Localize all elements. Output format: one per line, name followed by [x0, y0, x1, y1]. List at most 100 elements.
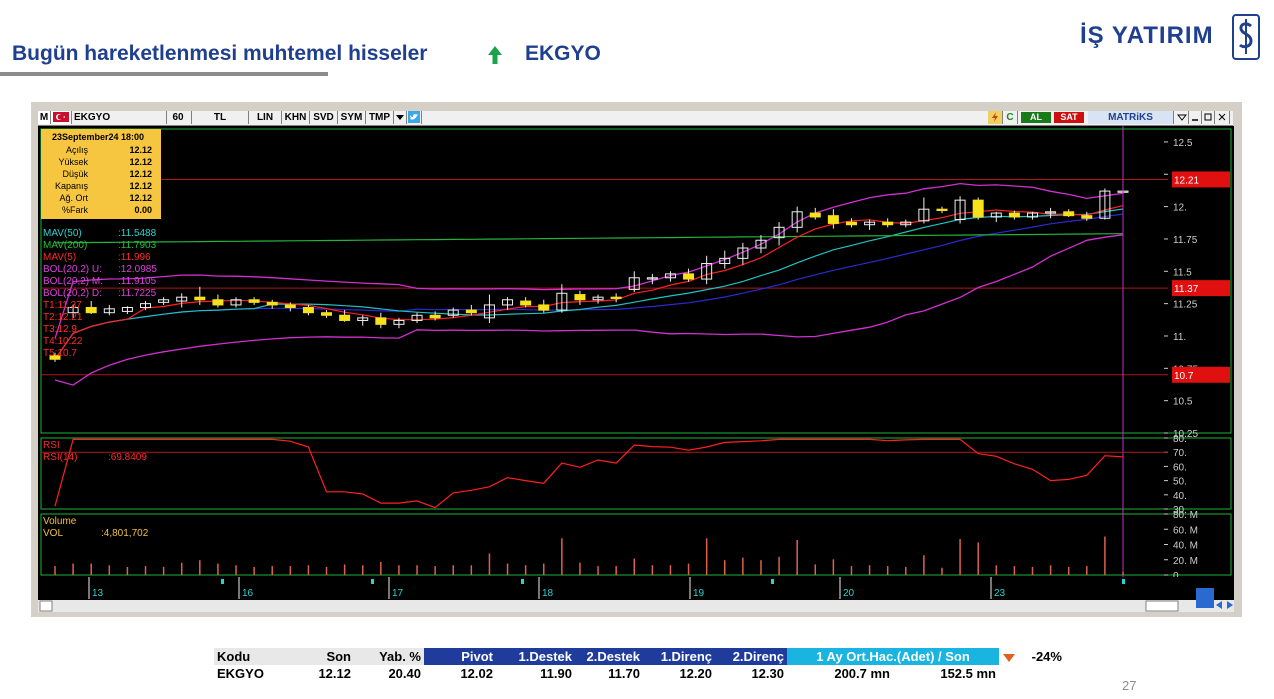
cell-kodu: EKGYO — [217, 666, 264, 681]
scroll-forward-icon — [1227, 601, 1233, 609]
info-box — [41, 129, 161, 219]
candle-body — [936, 208, 948, 211]
candle-body — [845, 221, 857, 226]
sym-button[interactable]: SYM — [338, 111, 366, 124]
candle-body — [158, 299, 170, 303]
candle-body — [1081, 215, 1093, 219]
rsi-title: RSI — [43, 440, 60, 451]
brand-logo-icon — [1232, 14, 1260, 60]
header-destek1: 1.Destek — [496, 648, 575, 665]
volume-tick-label: 0 — [1173, 571, 1179, 582]
volume-tick-label: 60. M — [1173, 525, 1198, 536]
period-field[interactable]: 60 — [165, 111, 192, 124]
target-label: T2:12.21 — [43, 312, 83, 323]
mav200-line — [54, 233, 1124, 244]
page-ticker: EKGYO — [525, 42, 601, 65]
m-button[interactable]: M — [38, 111, 51, 124]
candle-body — [791, 211, 803, 228]
maximize-icon[interactable] — [1202, 111, 1215, 124]
buy-button[interactable]: AL — [1021, 112, 1051, 123]
volume-title: Volume — [43, 516, 77, 527]
candle-body — [646, 277, 658, 280]
candle-body — [1008, 212, 1020, 218]
cell-direnc2: 12.30 — [751, 666, 784, 681]
price-tick-label: 11.5 — [1173, 267, 1192, 278]
horizontal-scrollbar — [38, 600, 1234, 612]
level-label: 11.37 — [1174, 284, 1199, 295]
c-button[interactable]: C — [1003, 111, 1018, 124]
info-box-label: %Fark — [62, 205, 89, 215]
volume-tick-label: 20. M — [1173, 556, 1198, 567]
candle-body — [1063, 211, 1075, 217]
candle-body — [538, 304, 550, 311]
volume-change: -24% — [999, 648, 1075, 665]
rsi-tick-label: 80. — [1173, 434, 1187, 445]
window-menu-icon[interactable] — [1176, 111, 1189, 124]
flag-icon[interactable] — [51, 111, 72, 124]
candle-body — [49, 354, 61, 360]
time-tick-label: 19 — [693, 588, 705, 599]
tmp-button[interactable]: TMP — [366, 111, 394, 124]
volume-change-value: -24% — [1031, 649, 1062, 664]
mav5-line — [54, 205, 1124, 360]
lightning-icon[interactable] — [988, 111, 1003, 124]
twitter-icon[interactable] — [407, 111, 422, 124]
indicator-value: :11.7903 — [118, 240, 157, 251]
level-label: 10.7 — [1174, 371, 1194, 382]
indicator-value: :11.9105 — [118, 276, 157, 287]
target-label: T4:10.22 — [43, 336, 83, 347]
price-tick-label: 10.25 — [1173, 429, 1198, 440]
candle-body — [284, 304, 296, 309]
candle-body — [664, 273, 676, 279]
price-tick-label: 12.5 — [1173, 138, 1193, 149]
info-box-label: Kapanış — [55, 181, 89, 191]
indicator-label: MAV(50) — [43, 228, 82, 239]
volume-panel-border — [40, 513, 1232, 576]
sell-button[interactable]: SAT — [1054, 112, 1084, 123]
indicator-label: MAV(5) — [43, 252, 76, 263]
header-volume: 1 Ay Ort.Hac.(Adet) / Son — [787, 648, 999, 665]
candle-body — [140, 303, 152, 309]
candle-body — [628, 277, 640, 290]
down-triangle-icon — [1003, 653, 1015, 662]
info-box-value: 12.12 — [129, 145, 152, 155]
candle-body — [701, 263, 713, 280]
lin-button[interactable]: LIN — [249, 111, 282, 124]
price-panel-border — [40, 128, 1232, 434]
time-axis — [38, 577, 1234, 599]
refresh-button — [1196, 588, 1214, 608]
cell-direnc1: 12.20 — [679, 666, 712, 681]
candle-body — [266, 301, 278, 306]
currency-field[interactable]: TL — [192, 111, 249, 124]
rsi-panel-border — [40, 437, 1232, 510]
indicator-label: BOL(20,2) M: — [43, 276, 103, 287]
info-box-value: 12.12 — [129, 169, 152, 179]
rsi-series-label: RSI(14) — [43, 452, 77, 463]
candle-body — [67, 307, 79, 314]
candle-body — [773, 226, 785, 239]
candle-body — [483, 304, 495, 319]
close-icon[interactable] — [1215, 111, 1230, 124]
indicator-value: :12.0985 — [118, 264, 157, 275]
info-box-value: 0.00 — [134, 205, 152, 215]
symbol-field[interactable]: EKGYO — [72, 111, 167, 124]
candle-body — [302, 307, 314, 314]
minimize-icon[interactable] — [1189, 111, 1202, 124]
svd-button[interactable]: SVD — [310, 111, 338, 124]
rsi-tick-label: 60. — [1173, 462, 1187, 473]
scroll-back-icon — [1216, 601, 1222, 609]
info-box-value: 12.12 — [129, 193, 152, 203]
price-chart[interactable]: 12.512.2512.11.7511.511.2511.10.7510.510… — [38, 126, 1234, 612]
rsi-tick-label: 30. — [1173, 505, 1187, 516]
cell-destek1: 11.90 — [540, 666, 572, 681]
levels-table: Kodu Son Yab. % Pivot 1.Destek 2.Destek … — [214, 648, 1075, 682]
indicator-value: :11.7225 — [118, 288, 157, 299]
rsi-line — [54, 438, 1124, 509]
level-marker — [1172, 171, 1230, 188]
time-marker — [371, 579, 374, 584]
candle-body — [176, 296, 188, 302]
dropdown-icon[interactable] — [394, 111, 407, 124]
candle-body — [827, 215, 839, 224]
rsi-tick-label: 40. — [1173, 491, 1187, 502]
khn-button[interactable]: KHN — [282, 111, 310, 124]
